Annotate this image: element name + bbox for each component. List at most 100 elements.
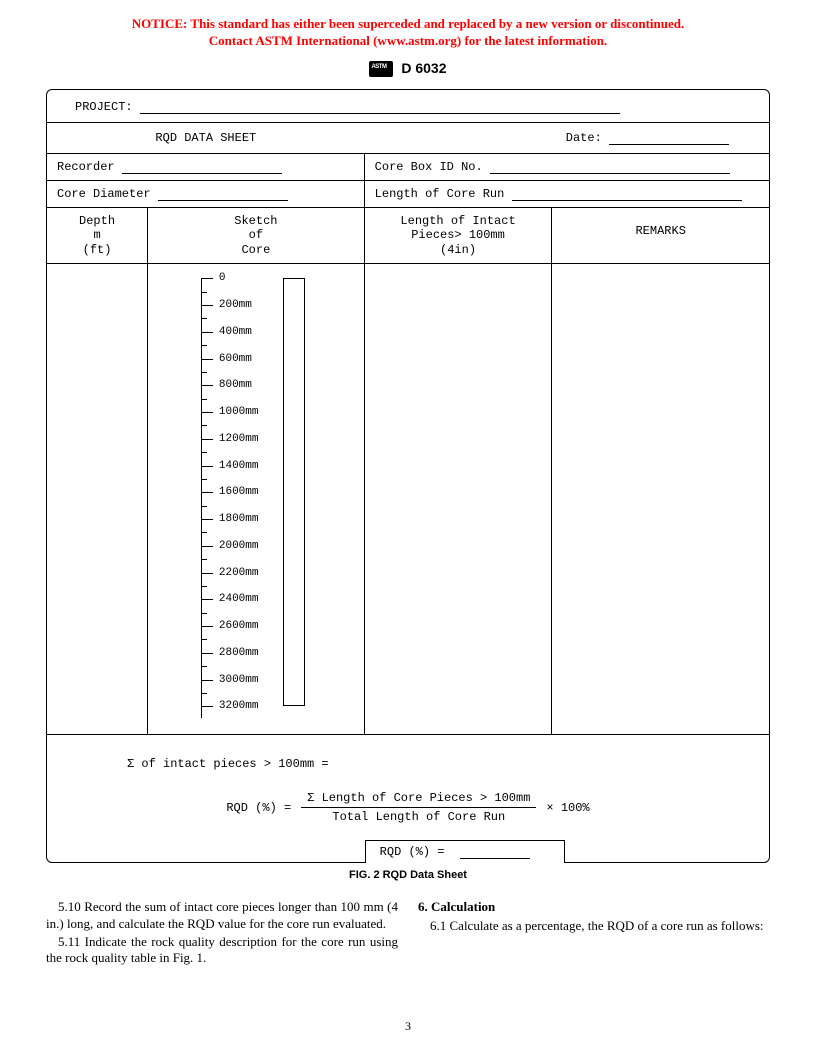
- column-headers: Depthm(ft) SketchofCore Length of Intact…: [47, 208, 769, 264]
- col-depth-header: Depthm(ft): [47, 208, 148, 263]
- ruler-tick-label: 200mm: [219, 299, 252, 311]
- ruler-tick-minor: [201, 506, 207, 507]
- ruler-tick-minor: [201, 613, 207, 614]
- formula-fraction: Σ Length of Core Pieces > 100mm Total Le…: [301, 791, 536, 824]
- notice-banner: NOTICE: This standard has either been su…: [46, 16, 770, 50]
- para-6-1: 6.1 Calculate as a percentage, the RQD o…: [418, 918, 770, 934]
- ruler-tick-label: 800mm: [219, 379, 252, 391]
- para-5-11: 5.11 Indicate the rock quality descripti…: [46, 934, 398, 967]
- section-6-heading: 6. Calculation: [418, 899, 770, 915]
- lengthrun-label: Length of Core Run: [375, 187, 505, 201]
- meta-row-1: Recorder Core Box ID No.: [47, 154, 769, 181]
- ruler-tick-label: 0: [219, 272, 226, 284]
- sheet-body: 0200mm400mm600mm800mm1000mm1200mm1400mm1…: [47, 264, 769, 734]
- ruler-tick-label: 2000mm: [219, 540, 259, 552]
- ruler-tick-major: [201, 492, 213, 493]
- ruler-tick-minor: [201, 559, 207, 560]
- ruler-tick-label: 2800mm: [219, 647, 259, 659]
- recorder-label: Recorder: [57, 160, 115, 174]
- rqd-result-box: RQD (%) =: [365, 840, 565, 863]
- ruler-tick-label: 2200mm: [219, 567, 259, 579]
- ruler-tick-label: 1000mm: [219, 406, 259, 418]
- diameter-field[interactable]: [158, 189, 288, 201]
- lengthrun-cell: Length of Core Run: [365, 181, 769, 207]
- ruler-tick-minor: [201, 639, 207, 640]
- ruler-tick-label: 1600mm: [219, 486, 259, 498]
- formula-denominator: Total Length of Core Run: [301, 808, 536, 824]
- ruler-tick-major: [201, 599, 213, 600]
- ruler-tick-minor: [201, 479, 207, 480]
- meta-row-2: Core Diameter Length of Core Run: [47, 181, 769, 208]
- ruler-tick-minor: [201, 345, 207, 346]
- remarks-column[interactable]: [552, 264, 769, 734]
- ruler-tick-minor: [201, 693, 207, 694]
- ruler-tick-major: [201, 653, 213, 654]
- body-col-right: 6. Calculation 6.1 Calculate as a percen…: [418, 899, 770, 968]
- ruler-tick-minor: [201, 318, 207, 319]
- rqd-result-field[interactable]: [460, 847, 530, 859]
- ruler-tick-label: 1400mm: [219, 460, 259, 472]
- ruler-tick-minor: [201, 399, 207, 400]
- ruler-tick-label: 2400mm: [219, 593, 259, 605]
- ruler-tick-major: [201, 546, 213, 547]
- body-col-left: 5.10 Record the sum of intact core piece…: [46, 899, 398, 968]
- ruler-tick-label: 1800mm: [219, 513, 259, 525]
- notice-line1: NOTICE: This standard has either been su…: [46, 16, 770, 33]
- figure-caption: FIG. 2 RQD Data Sheet: [46, 869, 770, 881]
- body-text: 5.10 Record the sum of intact core piece…: [46, 899, 770, 968]
- ruler-tick-major: [201, 332, 213, 333]
- col-length-header: Length of IntactPieces> 100mm(4in): [365, 208, 553, 263]
- corebox-label: Core Box ID No.: [375, 160, 483, 174]
- recorder-cell: Recorder: [47, 154, 365, 180]
- sheet-footer: Σ of intact pieces > 100mm = RQD (%) = Σ…: [47, 734, 769, 862]
- ruler-tick-minor: [201, 666, 207, 667]
- ruler-tick-major: [201, 573, 213, 574]
- ruler-tick-major: [201, 519, 213, 520]
- date-cell: Date:: [365, 123, 769, 153]
- ruler-tick-label: 3200mm: [219, 700, 259, 712]
- rqd-data-sheet: PROJECT: RQD DATA SHEET Date: Recorder C…: [46, 89, 770, 863]
- ruler-tick-label: 3000mm: [219, 674, 259, 686]
- ruler-tick-minor: [201, 425, 207, 426]
- ruler-tick-minor: [201, 532, 207, 533]
- ruler-tick-major: [201, 412, 213, 413]
- ruler-tick-major: [201, 359, 213, 360]
- project-row: PROJECT:: [47, 90, 769, 123]
- para-5-10: 5.10 Record the sum of intact core piece…: [46, 899, 398, 932]
- ruler-tick-minor: [201, 586, 207, 587]
- diameter-label: Core Diameter: [57, 187, 151, 201]
- ruler-tick-minor: [201, 292, 207, 293]
- formula-numerator: Σ Length of Core Pieces > 100mm: [301, 791, 536, 808]
- core-ruler: 0200mm400mm600mm800mm1000mm1200mm1400mm1…: [201, 278, 311, 718]
- ruler-tick-label: 600mm: [219, 353, 252, 365]
- ruler-tick-minor: [201, 372, 207, 373]
- ruler-tick-major: [201, 385, 213, 386]
- recorder-field[interactable]: [122, 162, 282, 174]
- page-number: 3: [405, 1019, 411, 1034]
- date-field[interactable]: [609, 133, 729, 145]
- date-label: Date:: [566, 131, 602, 145]
- astm-logo-icon: [369, 61, 393, 77]
- sheet-title: RQD DATA SHEET: [47, 123, 365, 153]
- lengthrun-field[interactable]: [512, 189, 742, 201]
- ruler-tick-major: [201, 680, 213, 681]
- notice-line2: Contact ASTM International (www.astm.org…: [46, 33, 770, 50]
- formula-lhs: RQD (%) =: [226, 801, 291, 815]
- ruler-tick-major: [201, 439, 213, 440]
- depth-column[interactable]: [47, 264, 148, 734]
- project-field[interactable]: [140, 102, 620, 114]
- ruler-tick-major: [201, 626, 213, 627]
- ruler-tick-major: [201, 278, 213, 279]
- ruler-tick-major: [201, 305, 213, 306]
- col-remarks-header: REMARKS: [552, 208, 769, 263]
- ruler-tick-major: [201, 466, 213, 467]
- ruler-tick-label: 2600mm: [219, 620, 259, 632]
- corebox-field[interactable]: [490, 162, 730, 174]
- formula-rhs: × 100%: [546, 801, 589, 815]
- project-label: PROJECT:: [75, 100, 133, 114]
- length-column[interactable]: [365, 264, 553, 734]
- corebox-cell: Core Box ID No.: [365, 154, 769, 180]
- sketch-column: 0200mm400mm600mm800mm1000mm1200mm1400mm1…: [148, 264, 365, 734]
- rqd-formula: RQD (%) = Σ Length of Core Pieces > 100m…: [226, 791, 589, 824]
- rqd-result-label: RQD (%) =: [380, 845, 445, 859]
